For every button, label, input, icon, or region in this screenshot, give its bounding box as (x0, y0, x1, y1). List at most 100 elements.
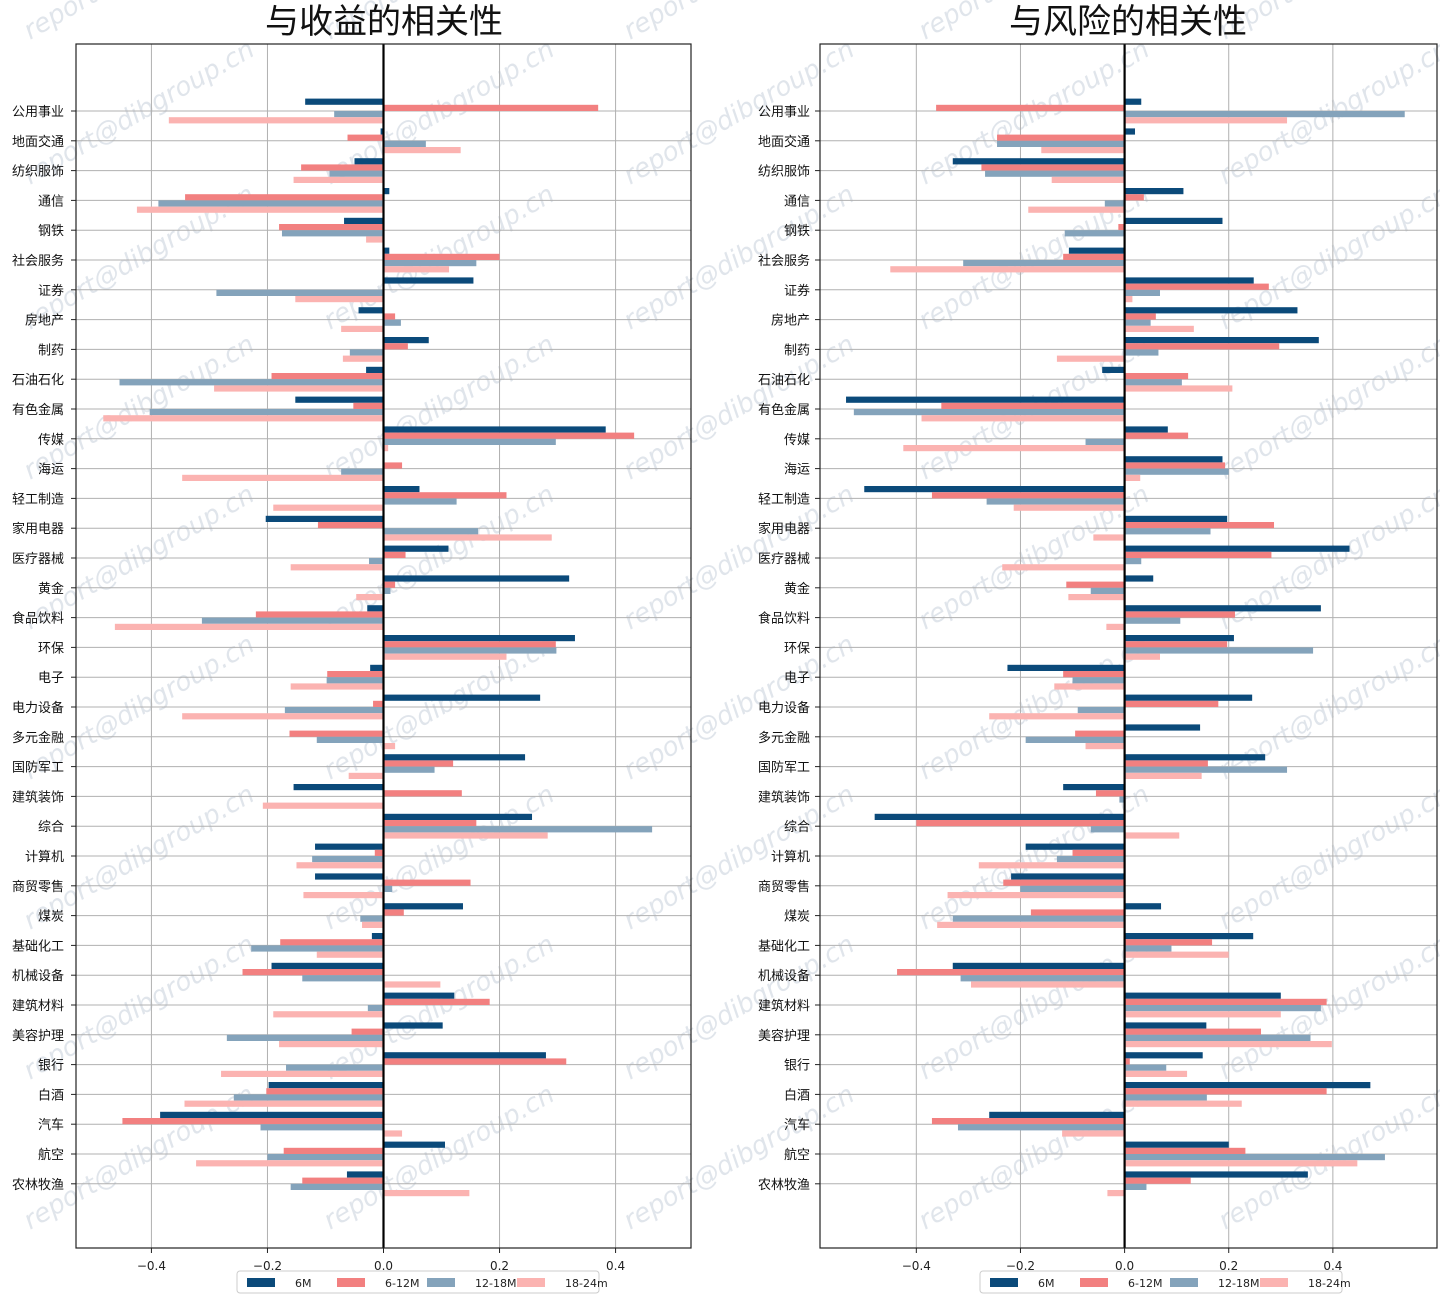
bar-6m (383, 337, 429, 344)
bar-18-24m (114, 623, 384, 630)
bar-6-12m (280, 939, 384, 946)
legend-label: 6-12M (1128, 1277, 1162, 1290)
legend-swatch (990, 1278, 1018, 1287)
y-tick-label: 通信 (784, 194, 810, 209)
bar-12-18m (1124, 319, 1151, 326)
bar-6m (383, 188, 390, 195)
bar-18-24m (947, 892, 1125, 899)
y-tick-label: 白酒 (38, 1087, 64, 1103)
bar-6m (383, 813, 533, 820)
bar-12-18m (383, 647, 557, 654)
bar-6-12m (279, 224, 384, 231)
bar-18-24m (978, 862, 1125, 869)
bar-12-18m (997, 140, 1125, 147)
y-tick-label: 电力设备 (758, 700, 810, 716)
bar-6-12m (383, 790, 462, 797)
bar-6-12m (1124, 1058, 1130, 1065)
bar-6-12m (347, 134, 384, 141)
bar-6-12m (255, 611, 384, 618)
bar-18-24m (184, 1100, 384, 1107)
legend-label: 12-18M (1218, 1277, 1259, 1290)
bar-6m (1124, 992, 1281, 999)
bar-6m (383, 486, 420, 493)
bar-18-24m (383, 1130, 403, 1137)
bar-12-18m (1104, 200, 1125, 207)
bar-18-24m (1124, 1070, 1188, 1077)
watermark-text: report@dibgroup.cn (619, 629, 860, 786)
bar-6-12m (302, 1177, 384, 1184)
bar-6m (383, 903, 463, 910)
bar-12-18m (284, 707, 384, 714)
bar-18-24m (1041, 147, 1125, 154)
bar-12-18m (1124, 1064, 1167, 1071)
bar-6m (383, 277, 474, 284)
chart-title-risk: 与风险的相关性 (1009, 2, 1247, 42)
bar-18-24m (273, 504, 384, 511)
bar-18-24m (342, 355, 384, 362)
bar-12-18m (251, 945, 384, 952)
bar-6m (305, 98, 384, 105)
y-tick-label: 食品饮料 (12, 611, 64, 627)
bar-6m (1124, 724, 1201, 731)
bar-6-12m (383, 462, 403, 469)
bar-18-24m (1002, 564, 1125, 571)
bar-18-24m (1124, 1160, 1358, 1167)
legend-swatch (1260, 1278, 1288, 1287)
bar-6m (1124, 575, 1154, 582)
bar-6m (1011, 873, 1125, 880)
bar-12-18m (281, 230, 384, 237)
y-tick-label: 煤炭 (38, 910, 64, 925)
bar-18-24m (279, 1041, 384, 1048)
x-tick-label: −0.4 (137, 1259, 166, 1273)
bar-18-24m (903, 445, 1125, 452)
watermark-text: report@dibgroup.cn (914, 1079, 1155, 1236)
bar-6m (265, 515, 384, 522)
y-tick-label: 汽车 (784, 1117, 810, 1133)
y-tick-label: 轻工制造 (12, 492, 64, 507)
bar-6-12m (383, 1058, 567, 1065)
legend-returns: 6M 6-12M 12-18M 18-24m (236, 1270, 608, 1294)
bar-12-18m (226, 1034, 384, 1041)
y-tick-label: 环保 (784, 641, 810, 656)
bar-18-24m (136, 206, 384, 213)
y-tick-label: 美容护理 (12, 1028, 64, 1044)
x-tick-label: −0.2 (1006, 1259, 1035, 1273)
y-tick-label: 纺织服饰 (12, 165, 64, 180)
y-tick-label: 医疗器械 (758, 552, 810, 567)
bar-18-24m (293, 176, 384, 183)
x-tick-labels-returns: −0.4 −0.2 0.0 0.2 0.4 (137, 1248, 625, 1273)
y-tick-label: 商贸零售 (12, 879, 64, 895)
y-tick-label: 公用事业 (758, 105, 810, 120)
watermark-text: report@dibgroup.cn (619, 179, 860, 336)
legend-box (236, 1270, 600, 1294)
bar-6-12m (383, 879, 471, 886)
bar-6-12m (327, 671, 384, 678)
bar-6-12m (1124, 283, 1269, 290)
legend-swatch (337, 1278, 365, 1287)
bar-6m (1124, 903, 1162, 910)
bar-12-18m (383, 438, 556, 445)
bar-6-12m (383, 104, 599, 111)
bar-12-18m (329, 170, 384, 177)
bar-12-18m (1124, 1034, 1311, 1041)
bar-6m (1124, 426, 1168, 433)
bar-12-18m (960, 975, 1125, 982)
bar-12-18m (1124, 558, 1142, 565)
y-tick-label: 钢铁 (784, 224, 810, 239)
x-tick-label: 0.4 (1323, 1259, 1342, 1273)
bar-12-18m (1085, 438, 1125, 445)
bar-12-18m (1124, 111, 1405, 118)
bar-6m (1007, 664, 1125, 671)
bar-12-18m (1124, 945, 1172, 952)
bar-12-18m (383, 319, 401, 326)
bar-18-24m (1124, 296, 1133, 303)
bar-12-18m (1124, 766, 1288, 773)
bar-12-18m (1090, 826, 1125, 833)
bar-6m (1063, 784, 1125, 791)
bar-18-24m (383, 653, 507, 660)
x-tick-label: 0.2 (1219, 1259, 1238, 1273)
bar-6m (1124, 1171, 1308, 1178)
bar-6-12m (1075, 730, 1125, 737)
bar-6-12m (266, 1088, 384, 1095)
bar-6m (1124, 98, 1142, 105)
